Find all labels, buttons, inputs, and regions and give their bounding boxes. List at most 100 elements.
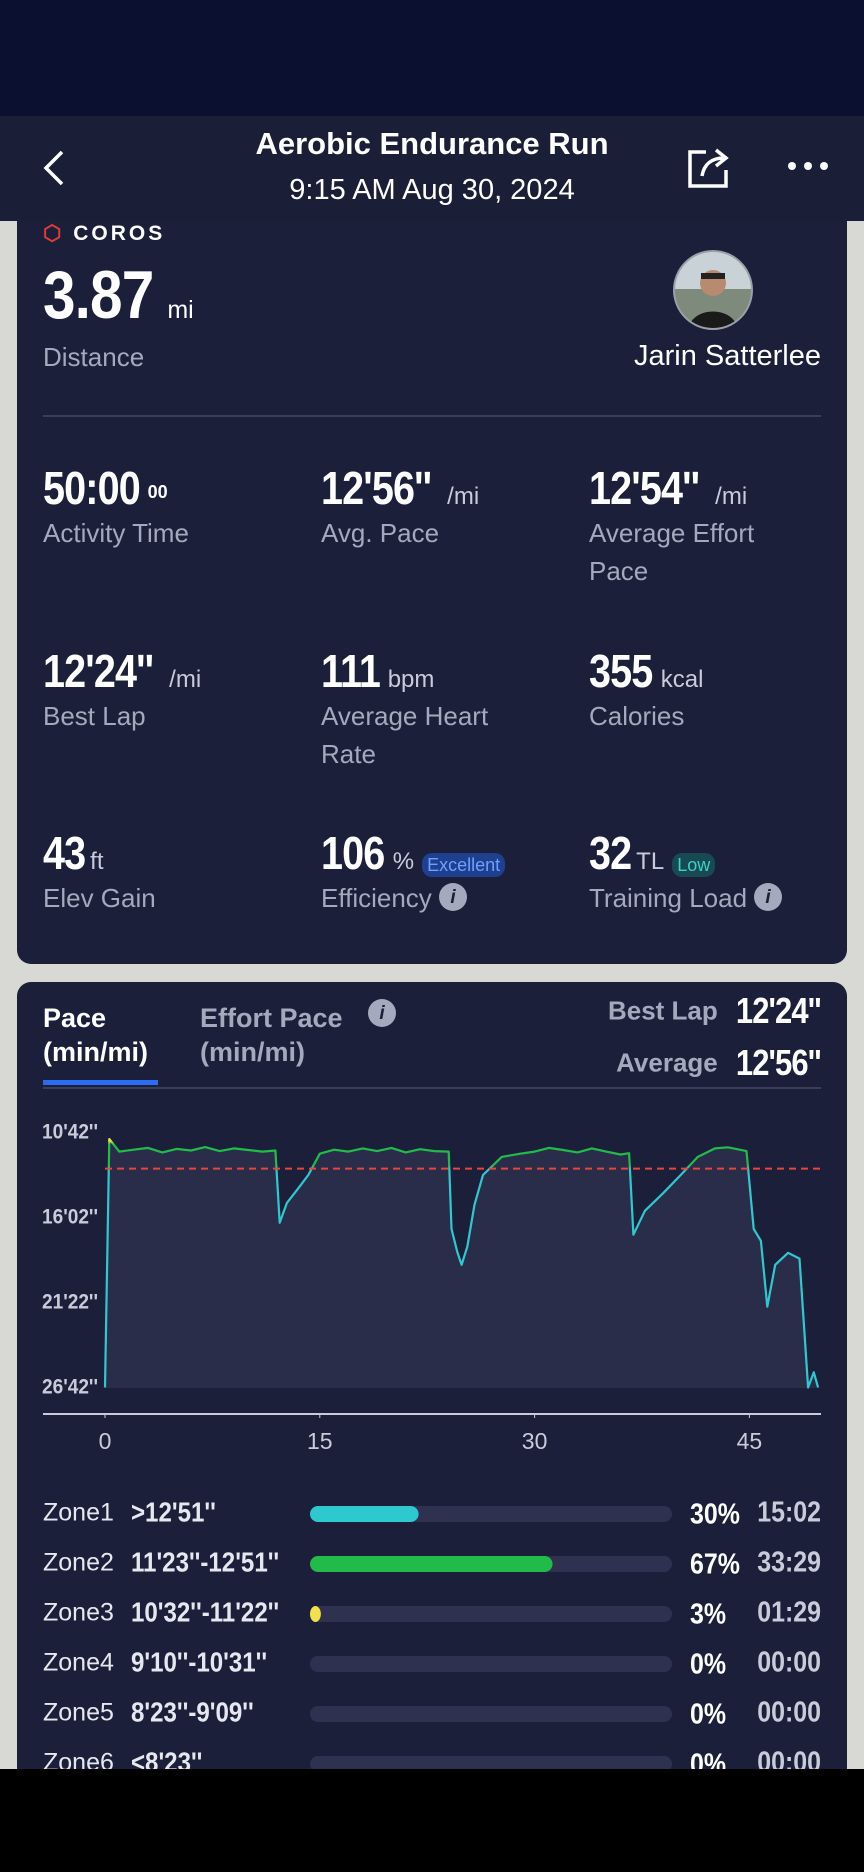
zone-bar [310,1556,553,1572]
stat-value: 355 [589,645,653,697]
info-icon[interactable]: i [367,998,397,1028]
stat-unit: ft [90,848,104,875]
zone-name: Zone5 [43,1699,114,1727]
stat-badge: Excellent [422,852,506,877]
stat-unit: /mi [169,666,202,693]
summary-card [17,221,847,964]
pace-chart: 10'42'' 16'02'' 21'22'' 26'42'' 0 15 30 45 Zone1… [42,1121,821,1769]
svg-text:i: i [379,1003,385,1024]
stat-value: 43 [43,827,86,879]
info-icon[interactable]: i [438,882,468,912]
y-tick-label: 21'22'' [42,1291,98,1314]
zone-range: 11'23''-12'51'' [131,1546,279,1578]
stat: 111 bpm Average Heart Rate [321,645,571,773]
pace-area [105,1139,819,1388]
zone-time: 15:02 [757,1496,821,1528]
x-tick-label: 15 [307,1428,333,1454]
more-button[interactable] [786,156,830,176]
stat-label-text: Efficiency [321,883,432,913]
athlete-name[interactable]: Jarin Satterlee [634,340,821,372]
zone-percent: 0% [690,1698,726,1730]
stat-unit: /mi [447,483,480,510]
stat-label-text: Training Load [589,883,748,913]
zone-percent: 3% [690,1598,726,1630]
athlete-avatar[interactable] [672,249,754,331]
tab-effort-pace[interactable]: Effort Pace (min/mi) [200,1001,343,1069]
stat-label: Efficiency i [321,879,571,917]
stat-label: Training Load i [589,879,839,917]
zone-range: 10'32''-11'22'' [131,1596,279,1628]
average-value: 12'56'' [736,1042,822,1083]
y-tick-label: 16'02'' [42,1206,98,1229]
stat-label: Best Lap [43,697,218,735]
stat: 12'56'' /mi Avg. Pace [321,462,571,552]
stat-value-row: 50:00 00 [43,462,293,514]
stat-unit: kcal [660,666,704,693]
y-tick-label: 26'42'' [42,1376,98,1399]
stat-unit: TL [636,848,665,875]
stat-value: 32 [589,827,632,879]
stat-value-row: 43 ft [43,827,293,879]
zone-track [310,1606,672,1622]
distance-row: 3.87 mi [43,256,194,334]
stat-value-row: 106% Excellent [321,827,571,879]
stat-value-row: 355 kcal [589,645,839,697]
stat-unit: /mi [715,483,748,510]
back-button[interactable] [36,146,72,190]
tab-name: Effort Pace [200,1003,343,1033]
zone-percent: 67% [690,1548,740,1580]
stat-value: 111 [321,645,381,697]
stat: 32 TL Low Training Load i [589,827,839,917]
info-icon[interactable]: i [753,882,783,912]
stat-label-text: Avg. Pace [321,518,440,548]
stat-label-text: Calories [589,701,685,731]
distance-value: 3.87 [43,257,154,333]
stat-value: 50:00 [43,462,141,514]
zone-range: >12'51'' [131,1496,216,1528]
zone-track [310,1756,672,1769]
zone-track [310,1656,672,1672]
stat-value-row: 32 TL Low [589,827,839,879]
stat-label-text: Elev Gain [43,883,156,913]
tab-unit: (min/mi) [43,1037,148,1067]
tab-underline [43,1080,158,1085]
stat-value-row: 12'56'' /mi [321,462,571,514]
best-lap-value: 12'24'' [736,990,822,1031]
share-button[interactable] [684,144,732,192]
zone-time: 00:00 [757,1696,821,1728]
stat-unit: bpm [387,666,435,693]
stat: 355 kcal Calories [589,645,839,735]
zone-range: <8'23'' [131,1746,202,1769]
status-bar [0,0,864,116]
stat-label: Calories [589,697,764,735]
stat-label-text: Best Lap [43,701,146,731]
stat: 12'54'' /mi Average Effort Pace [589,462,839,590]
stat-label: Elev Gain [43,879,218,917]
stat-value-sup: 00 [147,481,168,502]
stat-label-text: Average Heart Rate [321,701,489,769]
info-icon-glyph: i [450,887,456,908]
x-tick-label: 0 [99,1428,112,1454]
zone-name: Zone1 [43,1499,114,1527]
tab-name: Pace [43,1003,107,1033]
average-label: Average [616,1047,718,1078]
system-nav-bar [0,1769,864,1872]
stat-label: Average Heart Rate [321,697,496,773]
stat-value: 12'56'' [321,462,432,514]
zone-name: Zone3 [43,1599,114,1627]
stat-value-row: 12'24'' /mi [43,645,293,697]
stat: 12'24'' /mi Best Lap [43,645,293,735]
stat-label: Activity Time [43,514,218,552]
tab-pace[interactable]: Pace (min/mi) [43,1001,148,1069]
divider [43,415,821,417]
app-header: Aerobic Endurance Run 9:15 AM Aug 30, 20… [0,116,864,221]
activity-datetime: 9:15 AM Aug 30, 2024 [289,174,575,206]
zone-track [310,1706,672,1722]
info-icon-glyph: i [765,887,771,908]
stat: 50:00 00 Activity Time [43,462,293,552]
activity-title: Aerobic Endurance Run [255,126,609,161]
x-tick-label: 30 [522,1428,548,1454]
zone-time: 00:00 [757,1746,821,1769]
zone-bar [310,1606,321,1622]
